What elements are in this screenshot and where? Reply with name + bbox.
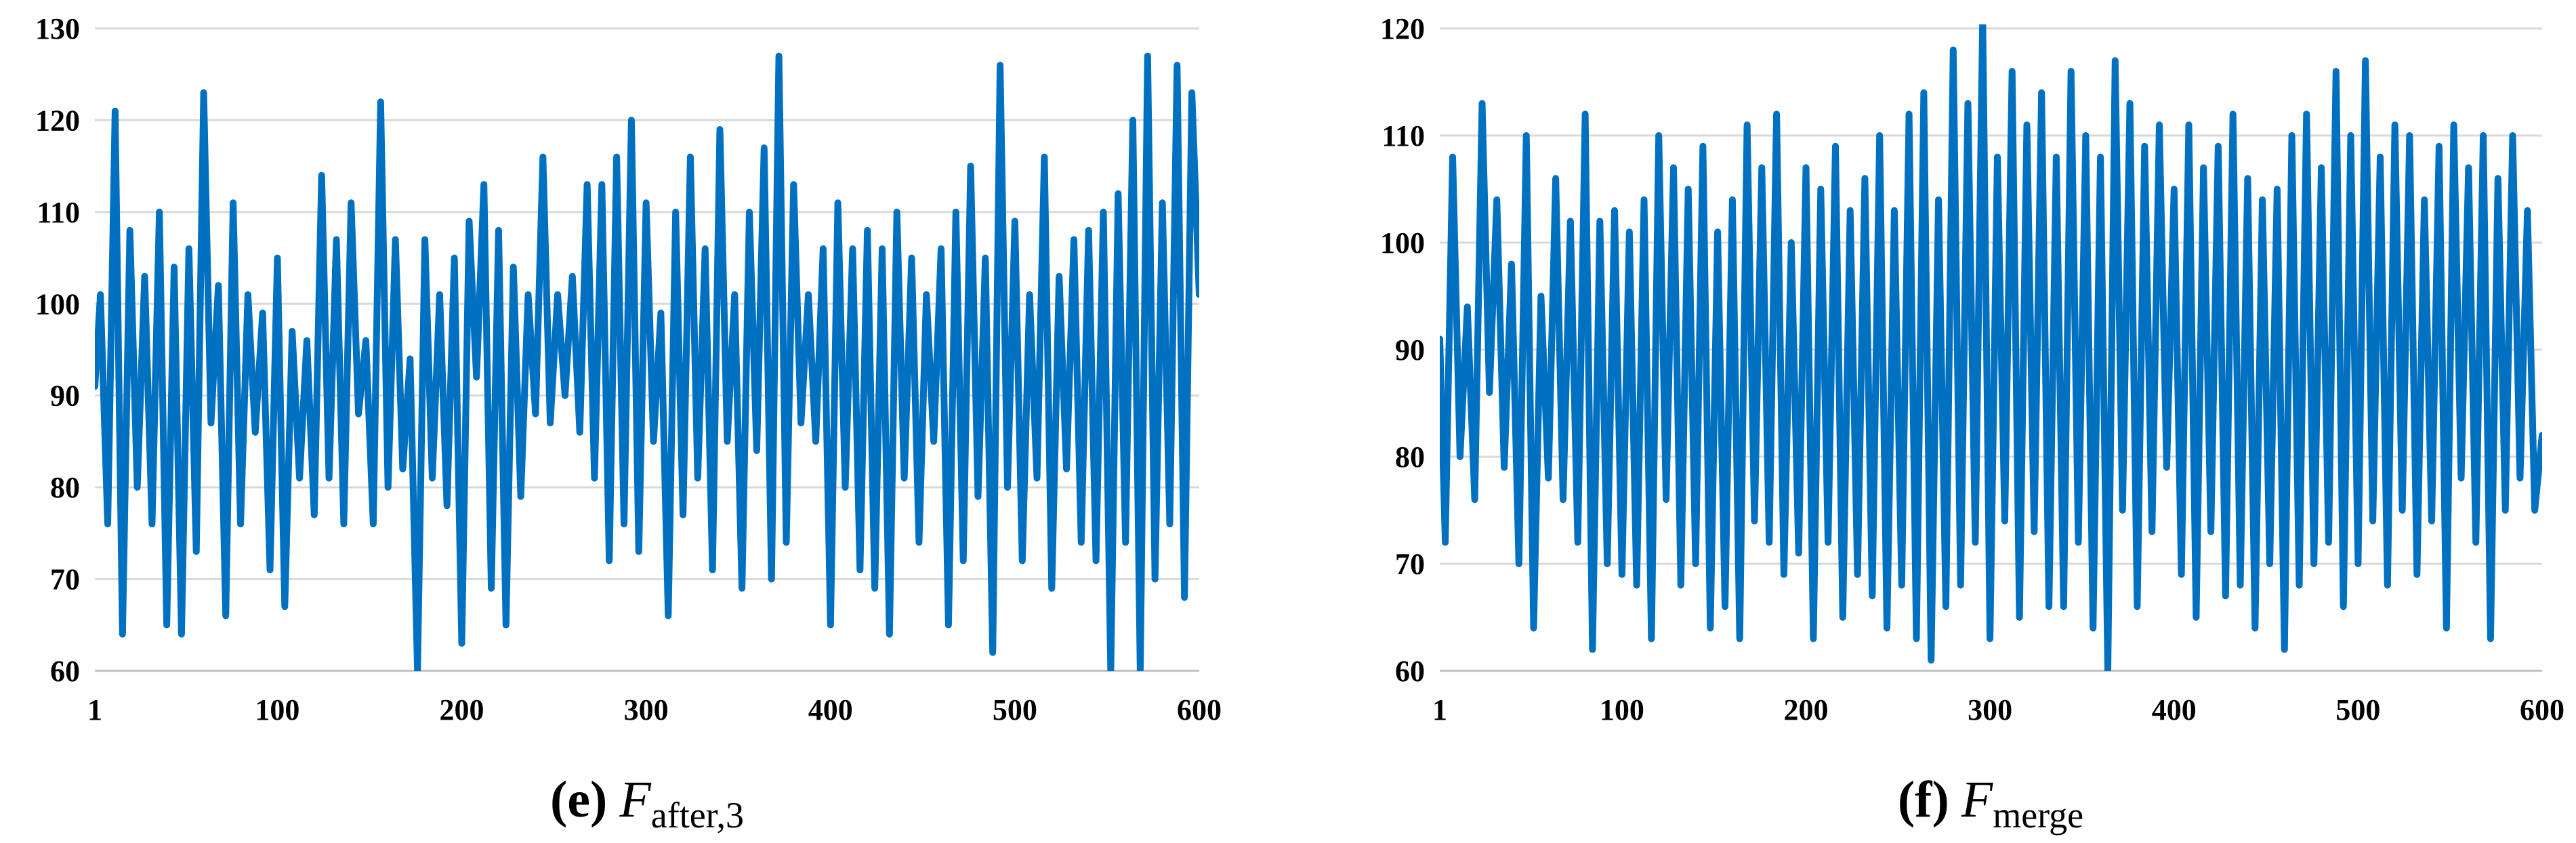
- x-tick-label: 100: [255, 693, 299, 726]
- x-tick-label: 200: [1784, 693, 1829, 726]
- x-tick-label: 600: [1177, 693, 1222, 726]
- caption-variable: F: [1961, 771, 1994, 828]
- y-tick-label: 80: [50, 471, 80, 504]
- x-tick-label: 200: [440, 693, 484, 726]
- x-tick-label: 1: [1432, 693, 1447, 726]
- y-tick-label: 110: [1382, 119, 1425, 152]
- caption-variable: F: [619, 771, 652, 828]
- caption-letter: (f): [1898, 771, 1949, 828]
- caption-subscript: merge: [1993, 795, 2083, 836]
- chart-caption: (f) Fmerge: [1898, 771, 2083, 836]
- y-tick-label: 70: [1395, 548, 1425, 581]
- y-tick-label: 110: [37, 196, 80, 229]
- caption-subscript: after,3: [651, 795, 744, 836]
- x-tick-label: 400: [2152, 693, 2197, 726]
- y-tick-label: 80: [1395, 440, 1425, 474]
- y-tick-label: 70: [50, 563, 80, 596]
- x-tick-label: 400: [808, 693, 853, 726]
- y-tick-label: 100: [1380, 226, 1425, 260]
- caption-letter: (e): [550, 771, 607, 828]
- y-tick-label: 100: [35, 287, 80, 321]
- y-tick-label: 90: [50, 379, 80, 413]
- x-tick-label: 1: [87, 693, 102, 726]
- x-tick-label: 100: [1600, 693, 1644, 726]
- y-tick-label: 90: [1395, 333, 1425, 367]
- y-tick-label: 130: [35, 12, 80, 45]
- y-tick-label: 120: [1380, 12, 1425, 45]
- x-tick-label: 300: [624, 693, 669, 726]
- chart-caption: (e) Fafter,3: [550, 771, 744, 836]
- y-tick-label: 120: [35, 104, 80, 137]
- series-line-0: [95, 52, 1199, 671]
- x-tick-label: 500: [993, 693, 1037, 726]
- chart-panel-1: 60 70 80 90 100 110 120 1 100 200 300 400 500 600 (f) F…: [1380, 12, 2564, 836]
- x-tick-label: 600: [2520, 693, 2564, 726]
- series-line-0: [1440, 24, 2542, 671]
- y-tick-label: 60: [1395, 655, 1425, 688]
- chart-panel-0: 60 70 80 90 100 110 120 130 1 100 200 300 400 500 600 (…: [35, 12, 1222, 836]
- x-tick-label: 300: [1968, 693, 2012, 726]
- y-tick-label: 60: [50, 655, 80, 688]
- x-tick-label: 500: [2335, 693, 2380, 726]
